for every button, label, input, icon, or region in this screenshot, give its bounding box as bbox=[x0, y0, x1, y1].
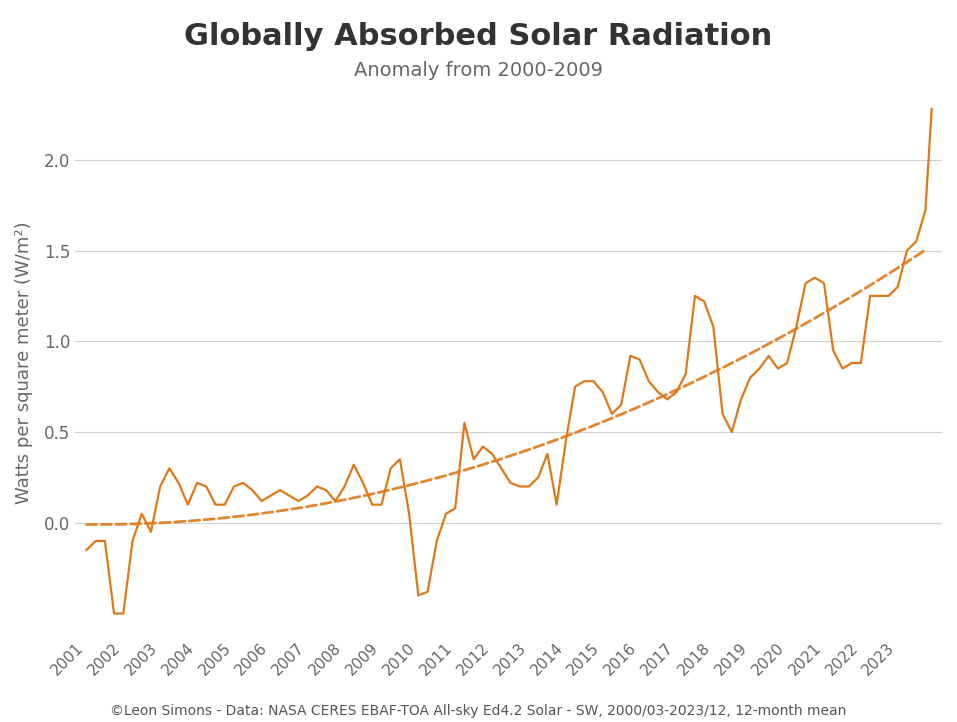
Text: Anomaly from 2000-2009: Anomaly from 2000-2009 bbox=[354, 61, 603, 80]
Text: ©Leon Simons - Data: NASA CERES EBAF-TOA All-sky Ed4.2 Solar - SW, 2000/03-2023/: ©Leon Simons - Data: NASA CERES EBAF-TOA… bbox=[110, 705, 847, 718]
Text: Globally Absorbed Solar Radiation: Globally Absorbed Solar Radiation bbox=[185, 22, 772, 51]
Y-axis label: Watts per square meter (W/m²): Watts per square meter (W/m²) bbox=[15, 222, 33, 505]
